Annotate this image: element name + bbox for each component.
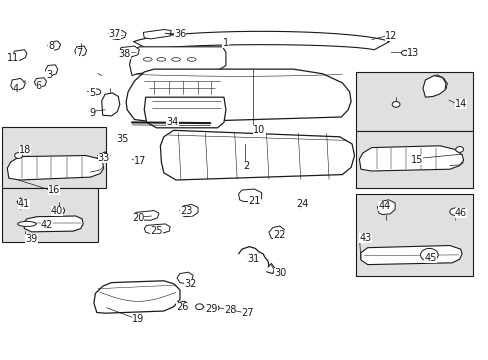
Bar <box>2 127 105 188</box>
Text: 30: 30 <box>273 267 285 278</box>
Polygon shape <box>102 93 120 116</box>
Text: 6: 6 <box>36 81 42 91</box>
Bar <box>355 72 472 131</box>
Polygon shape <box>177 272 193 284</box>
Text: 15: 15 <box>410 155 422 165</box>
Polygon shape <box>268 226 284 239</box>
Polygon shape <box>126 69 350 122</box>
Text: 29: 29 <box>205 303 217 314</box>
Text: 40: 40 <box>51 206 63 216</box>
Circle shape <box>195 304 203 310</box>
Polygon shape <box>180 204 198 217</box>
Polygon shape <box>360 246 461 265</box>
Polygon shape <box>7 156 103 180</box>
Text: 24: 24 <box>295 199 307 210</box>
Circle shape <box>391 102 399 107</box>
Text: 3: 3 <box>46 69 52 80</box>
Text: 23: 23 <box>180 206 192 216</box>
Polygon shape <box>12 50 27 60</box>
Ellipse shape <box>18 221 36 226</box>
Polygon shape <box>23 216 83 232</box>
Circle shape <box>420 248 437 261</box>
Ellipse shape <box>171 58 180 61</box>
Text: 12: 12 <box>385 31 397 41</box>
Text: 25: 25 <box>150 226 163 237</box>
Bar <box>2 188 98 242</box>
Circle shape <box>53 206 64 215</box>
Text: 17: 17 <box>134 156 146 166</box>
Polygon shape <box>160 130 354 180</box>
Text: 28: 28 <box>224 305 236 315</box>
Circle shape <box>225 307 233 312</box>
Circle shape <box>449 208 459 215</box>
Text: 7: 7 <box>76 48 82 58</box>
Text: 46: 46 <box>454 208 466 218</box>
Polygon shape <box>359 146 463 171</box>
Circle shape <box>15 153 22 158</box>
Text: 45: 45 <box>424 253 436 264</box>
Polygon shape <box>422 76 445 97</box>
Polygon shape <box>45 65 58 76</box>
Polygon shape <box>144 224 170 233</box>
Polygon shape <box>377 200 394 215</box>
Text: 35: 35 <box>116 134 128 144</box>
Text: 9: 9 <box>89 108 95 118</box>
Text: 20: 20 <box>132 213 144 223</box>
Ellipse shape <box>187 58 196 61</box>
Ellipse shape <box>143 58 152 61</box>
Text: 37: 37 <box>108 29 121 39</box>
Polygon shape <box>129 47 225 76</box>
Text: 43: 43 <box>359 233 371 243</box>
Text: 41: 41 <box>18 199 30 210</box>
Polygon shape <box>94 281 180 313</box>
Text: 27: 27 <box>241 308 254 318</box>
Text: 31: 31 <box>246 254 259 264</box>
Text: 34: 34 <box>166 117 178 127</box>
Bar <box>355 194 472 276</box>
Text: 38: 38 <box>118 49 130 59</box>
Text: 11: 11 <box>7 53 19 63</box>
Text: 32: 32 <box>184 279 196 289</box>
Text: 1: 1 <box>222 38 228 48</box>
Polygon shape <box>110 31 126 40</box>
Text: 44: 44 <box>378 201 390 211</box>
Polygon shape <box>34 78 46 87</box>
Text: 36: 36 <box>174 29 186 39</box>
Polygon shape <box>143 30 171 39</box>
Text: 10: 10 <box>253 125 265 135</box>
Polygon shape <box>144 97 225 128</box>
Text: 16: 16 <box>48 185 60 195</box>
Text: 19: 19 <box>132 314 144 324</box>
Text: 2: 2 <box>243 161 249 171</box>
Circle shape <box>93 89 101 95</box>
Text: 5: 5 <box>89 87 96 98</box>
Text: 22: 22 <box>273 230 285 240</box>
Text: 13: 13 <box>406 48 418 58</box>
Polygon shape <box>75 46 86 57</box>
Text: 26: 26 <box>176 302 188 312</box>
Text: 42: 42 <box>41 220 53 230</box>
Text: 18: 18 <box>19 145 31 156</box>
Text: 21: 21 <box>248 195 260 206</box>
Polygon shape <box>11 78 25 91</box>
Circle shape <box>401 50 407 55</box>
Text: 14: 14 <box>454 99 466 109</box>
Ellipse shape <box>157 58 165 61</box>
Circle shape <box>211 305 219 311</box>
Polygon shape <box>118 46 139 58</box>
Text: 39: 39 <box>25 234 38 244</box>
Circle shape <box>455 147 463 152</box>
Bar <box>355 131 472 188</box>
Circle shape <box>179 301 187 307</box>
Text: 4: 4 <box>13 84 19 94</box>
Text: 8: 8 <box>48 41 54 51</box>
Polygon shape <box>238 189 261 202</box>
Polygon shape <box>48 41 61 50</box>
Text: 33: 33 <box>98 153 110 163</box>
Polygon shape <box>134 211 159 220</box>
